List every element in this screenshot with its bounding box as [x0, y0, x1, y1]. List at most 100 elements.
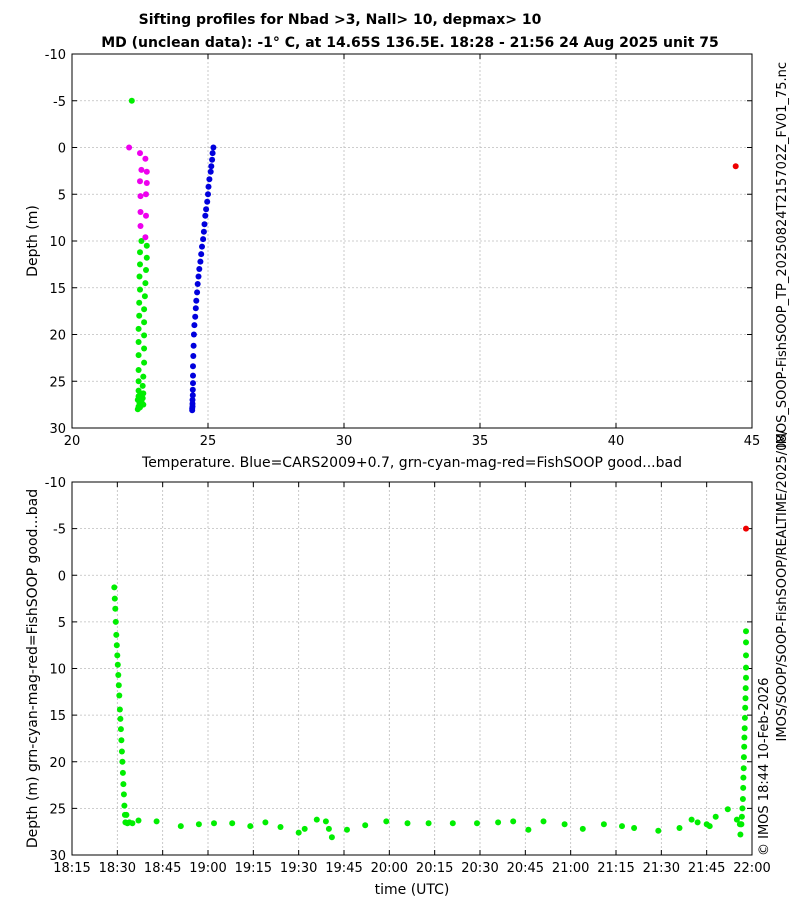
- data-point: [740, 784, 747, 791]
- data-point: [743, 652, 749, 659]
- data-point: [137, 193, 144, 200]
- data-point: [739, 796, 746, 802]
- data-point: [141, 293, 148, 300]
- data-point: [141, 319, 148, 326]
- side-label-path: IMOS/SOOP/SOOP-FishSOOP/REALTIME/2025/08…: [775, 429, 790, 741]
- data-point: [197, 258, 204, 265]
- data-point: [194, 289, 201, 296]
- data-point: [740, 765, 747, 772]
- data-point: [135, 817, 142, 824]
- y-tick-label: 10: [49, 235, 66, 250]
- x-tick-label: 19:45: [325, 861, 362, 876]
- data-point: [135, 325, 142, 332]
- x-axis-label: Temperature. Blue=CARS2009+0.7, grn-cyan…: [141, 455, 682, 471]
- data-point: [738, 821, 745, 828]
- data-point: [143, 267, 149, 273]
- data-point: [742, 685, 749, 692]
- x-tick-label: 19:00: [189, 861, 226, 876]
- data-point: [113, 642, 120, 649]
- x-tick-label: 20:00: [371, 861, 408, 876]
- x-tick-label: 18:15: [53, 861, 90, 876]
- data-point: [313, 816, 320, 823]
- y-axis-label: Depth (m): [25, 205, 41, 277]
- chart-title-line2: MD (unclean data): -1° C, at 14.65S 136.…: [101, 35, 719, 51]
- data-point: [743, 664, 749, 671]
- data-point: [325, 825, 332, 832]
- data-point: [732, 163, 739, 170]
- data-point: [742, 704, 749, 711]
- data-point: [190, 342, 197, 349]
- data-point: [119, 758, 126, 765]
- data-point: [153, 818, 160, 825]
- data-point: [140, 373, 147, 380]
- y-tick-label: -5: [53, 95, 66, 110]
- data-point: [202, 212, 209, 219]
- data-point: [706, 823, 713, 830]
- chart-title-line1: Sifting profiles for Nbad >3, Nall> 10, …: [139, 12, 542, 28]
- data-point: [198, 251, 205, 258]
- data-point: [203, 206, 210, 213]
- y-tick-label: -5: [53, 523, 66, 538]
- data-point: [495, 819, 502, 826]
- data-point: [209, 156, 216, 163]
- x-tick-label: 20:30: [461, 861, 498, 876]
- data-point: [195, 821, 202, 828]
- data-point: [143, 242, 150, 249]
- data-point: [177, 823, 184, 830]
- data-point: [111, 595, 118, 602]
- data-point: [189, 407, 196, 414]
- data-point: [204, 198, 211, 205]
- data-point: [741, 734, 748, 741]
- data-point: [619, 823, 625, 830]
- data-point: [128, 97, 135, 104]
- x-tick-label: 22:00: [733, 861, 770, 876]
- data-point: [120, 791, 127, 798]
- data-point: [189, 386, 196, 393]
- data-point: [137, 249, 143, 256]
- data-point: [525, 826, 532, 833]
- x-tick-label: 20: [64, 434, 81, 449]
- data-point: [190, 380, 196, 387]
- x-tick-label: 21:00: [552, 861, 589, 876]
- data-point: [135, 367, 142, 373]
- data-point: [143, 254, 150, 261]
- data-point: [138, 238, 145, 244]
- data-point: [540, 818, 547, 825]
- series-cars2009-0-7: [189, 144, 217, 414]
- data-point: [277, 824, 284, 830]
- x-tick-label: 20:15: [416, 861, 453, 876]
- data-point: [210, 144, 217, 151]
- side-label-file: IMOS_SOOP-FishSOOP_TP_20250824T215702Z_F…: [775, 62, 790, 448]
- y-tick-label: 15: [49, 282, 66, 297]
- x-tick-label: 25: [200, 434, 217, 449]
- data-point: [137, 150, 143, 157]
- data-point: [136, 299, 143, 306]
- y-tick-label: 5: [58, 616, 66, 631]
- series-fishsoop-good: [111, 584, 749, 841]
- data-point: [741, 725, 748, 732]
- data-point: [200, 228, 207, 235]
- y-tick-label: -10: [45, 476, 66, 491]
- data-point: [201, 221, 208, 228]
- data-point: [137, 261, 143, 268]
- data-point: [143, 180, 150, 186]
- data-point: [425, 820, 432, 827]
- y-tick-label: 20: [49, 329, 66, 344]
- data-point: [205, 183, 212, 190]
- data-point: [143, 168, 150, 175]
- data-point: [474, 820, 480, 827]
- data-point: [449, 820, 456, 827]
- panel-temperature-profile: 20 25 30 35 40 45 -10 -5 0 5 10 15 20 25 30 Temperature…: [25, 48, 760, 471]
- data-point: [119, 769, 126, 776]
- data-point: [510, 818, 517, 825]
- data-point: [192, 313, 199, 320]
- data-point: [209, 150, 216, 157]
- data-point: [192, 305, 199, 312]
- y-tick-label: -10: [45, 48, 66, 63]
- data-point: [112, 618, 119, 625]
- data-point: [138, 398, 145, 405]
- data-point: [740, 754, 747, 761]
- data-point: [138, 166, 145, 173]
- x-tick-label: 21:30: [643, 861, 680, 876]
